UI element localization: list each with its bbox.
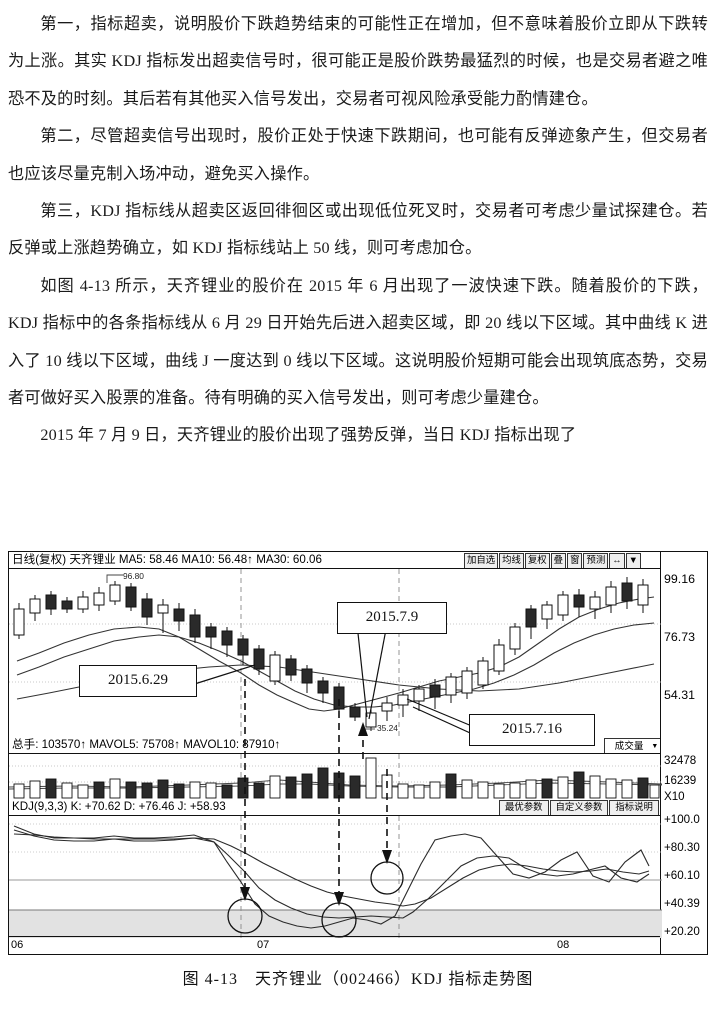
callout-2015-07-16[interactable]: 2015.7.16	[469, 714, 595, 746]
stock-chart-window[interactable]: 99.16 76.73 54.31 32478 16239 X10 +100.0…	[8, 551, 708, 955]
optimal-params-button[interactable]: 最优参数	[499, 800, 549, 815]
price-axis-label-1: 99.16	[664, 572, 696, 586]
price-axis-label-3: 54.31	[664, 688, 696, 702]
resize-arrows-icon[interactable]: ↔	[609, 553, 625, 568]
callout-2015-07-09[interactable]: 2015.7.9	[337, 602, 447, 634]
kdj-axis-label-3: +60.10	[664, 869, 700, 882]
kdj-svg	[9, 816, 662, 938]
window-button[interactable]: 窗	[567, 553, 583, 568]
kdj-axis-label-5: +20.20	[664, 925, 700, 938]
price-toolbar[interactable]: 加自选 均线 复权 叠 窗 预测 ↔ ▼	[464, 553, 641, 568]
kdj-axis-label-2: +80.30	[664, 841, 700, 854]
adjust-price-button[interactable]: 复权	[524, 553, 550, 568]
forecast-button[interactable]: 预测	[583, 553, 609, 568]
candlestick-svg	[9, 569, 662, 737]
indicator-help-button[interactable]: 指标说明	[609, 800, 659, 815]
kdj-toolbar[interactable]: 最优参数 自定义参数 指标说明	[499, 800, 659, 815]
candlestick-panel[interactable]: 96.80 35.24	[9, 569, 662, 737]
kdj-axis-label-4: +40.39	[664, 897, 700, 910]
price-info-bar: 日线(复权) 天齐锂业 MA5: 58.46 MA10: 56.48↑ MA30…	[9, 552, 660, 569]
annotation-arrows-overlay	[240, 679, 392, 906]
chevron-down-icon: ▼	[651, 743, 659, 750]
paragraph-3: 第三，KDJ 指标线从超卖区返回徘徊区或出现低位死叉时，交易者可考虑少量试探建仓…	[8, 202, 708, 258]
moving-average-button[interactable]: 均线	[499, 553, 524, 568]
add-to-watchlist-button[interactable]: 加自选	[464, 553, 499, 568]
volume-indicator-dropdown[interactable]: 成交量 ▼	[604, 738, 660, 753]
volume-panel[interactable]	[9, 754, 662, 799]
figure-caption: 图 4-13 天齐锂业（002466）KDJ 指标走势图	[182, 971, 534, 988]
kdj-axis-label-1: +100.0	[664, 813, 700, 826]
paragraph-2: 第二，尽管超卖信号出现时，股价正处于快速下跌期间，也可能有反弹迹象产生，但交易者…	[8, 127, 708, 183]
x-tick-08: 08	[557, 939, 570, 951]
paragraph-1: 第一，指标超卖，说明股价下跌趋势结束的可能性正在增加，但不意味着股价立即从下跌转…	[8, 15, 708, 108]
price-axis-label-2: 76.73	[664, 630, 696, 644]
chevron-down-icon[interactable]: ▼	[625, 553, 641, 568]
x-axis: 06 07 08	[9, 936, 660, 954]
paragraph-4: 如图 4-13 所示，天齐锂业的股价在 2015 年 6 月出现了一波快速下跌。…	[8, 276, 708, 408]
plot-area: 日线(复权) 天齐锂业 MA5: 58.46 MA10: 56.48↑ MA30…	[9, 552, 662, 954]
article-body: 第一，指标超卖，说明股价下跌趋势结束的可能性正在增加，但不意味着股价立即从下跌转…	[8, 6, 708, 455]
volume-axis-label-1: 32478	[664, 754, 697, 767]
custom-params-button[interactable]: 自定义参数	[549, 800, 609, 815]
paragraph-5: 2015 年 7 月 9 日，天齐锂业的股价出现了强势反弹，当日 KDJ 指标出…	[40, 426, 577, 445]
x-tick-06: 06	[11, 939, 24, 951]
kdj-panel[interactable]	[9, 816, 662, 938]
volume-info-bar: 总手: 103570↑ MAVOL5: 75708↑ MAVOL10: 8791…	[9, 737, 660, 754]
volume-dropdown-label: 成交量	[614, 741, 644, 752]
right-axis-column: 99.16 76.73 54.31 32478 16239 X10 +100.0…	[660, 552, 707, 954]
price-low-tag: 35.24	[377, 723, 398, 733]
x-tick-07: 07	[257, 939, 270, 951]
price-high-tag: 96.80	[123, 571, 144, 581]
callout-2015-06-29[interactable]: 2015.6.29	[79, 665, 197, 697]
kdj-info-bar: KDJ(9,3,3) K: +70.62 D: +76.46 J: +58.93…	[9, 799, 660, 816]
price-info-text: 日线(复权) 天齐锂业 MA5: 58.46 MA10: 56.48↑ MA30…	[12, 553, 322, 566]
overlay-button[interactable]: 叠	[550, 553, 567, 568]
volume-svg	[9, 754, 662, 799]
volume-info-text: 总手: 103570↑ MAVOL5: 75708↑ MAVOL10: 8791…	[12, 738, 281, 751]
kdj-info-text: KDJ(9,3,3) K: +70.62 D: +76.46 J: +58.93	[12, 800, 226, 813]
volume-axis-unit: X10	[664, 790, 685, 803]
volume-axis-label-2: 16239	[664, 774, 697, 787]
